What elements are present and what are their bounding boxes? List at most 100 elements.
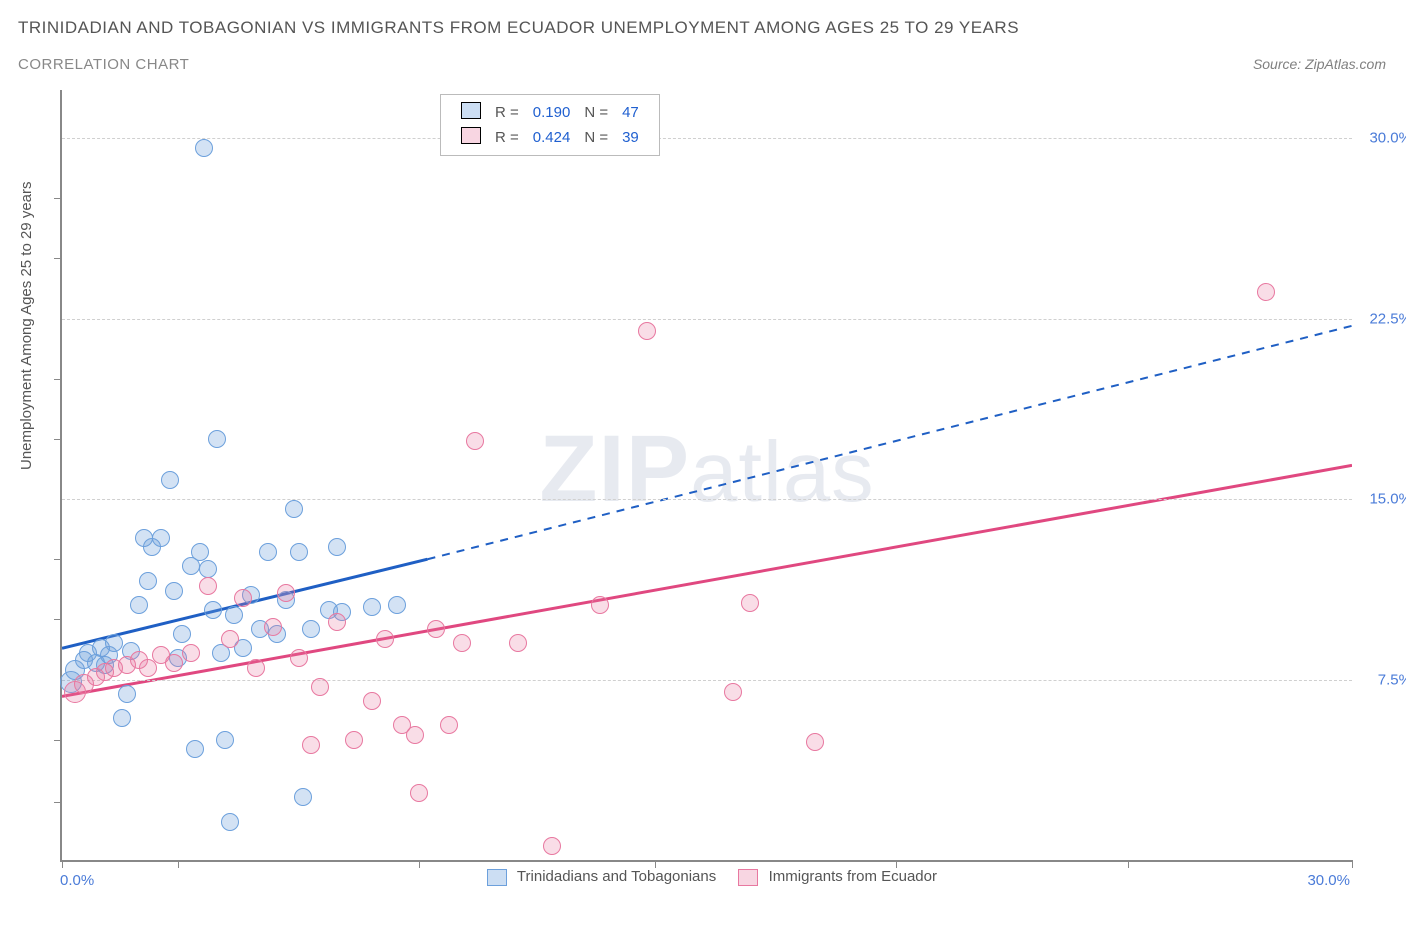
y-tick-label: 30.0%: [1369, 130, 1406, 147]
scatter-point-pink: [806, 733, 824, 751]
stats-legend-box: R = 0.190 N = 47 R = 0.424 N = 39: [440, 94, 660, 156]
y-tick: [54, 258, 62, 259]
stats-row-blue: R = 0.190 N = 47: [455, 101, 645, 124]
r-value-blue: 0.190: [527, 101, 577, 124]
scatter-plot-area: ZIPatlas 7.5%15.0%22.5%30.0%: [60, 90, 1352, 862]
watermark: ZIPatlas: [539, 415, 874, 524]
trend-lines-layer: [62, 90, 1352, 860]
scatter-point-blue: [328, 538, 346, 556]
scatter-point-blue: [388, 596, 406, 614]
r-value-pink: 0.424: [527, 126, 577, 149]
scatter-point-pink: [543, 837, 561, 855]
scatter-point-pink: [247, 659, 265, 677]
y-tick: [54, 439, 62, 440]
scatter-point-pink: [363, 692, 381, 710]
x-tick: [896, 860, 897, 868]
scatter-point-pink: [165, 654, 183, 672]
n-value-pink: 39: [616, 126, 645, 149]
n-value-blue: 47: [616, 101, 645, 124]
scatter-point-blue: [152, 529, 170, 547]
chart-title-line1: TRINIDADIAN AND TOBAGONIAN VS IMMIGRANTS…: [18, 18, 1019, 38]
scatter-point-pink: [406, 726, 424, 744]
x-tick: [178, 860, 179, 868]
scatter-point-blue: [186, 740, 204, 758]
scatter-point-pink: [328, 613, 346, 631]
n-label-blue: N =: [578, 101, 614, 124]
x-tick: [1128, 860, 1129, 868]
scatter-point-blue: [173, 625, 191, 643]
gridline: [62, 680, 1352, 681]
scatter-point-blue: [130, 596, 148, 614]
chart-title-line2: CORRELATION CHART: [18, 56, 189, 73]
n-label-pink: N =: [578, 126, 614, 149]
scatter-point-pink: [264, 618, 282, 636]
scatter-point-pink: [741, 594, 759, 612]
y-tick: [54, 198, 62, 199]
scatter-point-blue: [363, 598, 381, 616]
scatter-point-blue: [208, 430, 226, 448]
scatter-point-blue: [285, 500, 303, 518]
scatter-point-pink: [277, 584, 295, 602]
scatter-point-pink: [466, 432, 484, 450]
scatter-point-pink: [221, 630, 239, 648]
scatter-point-blue: [199, 560, 217, 578]
scatter-point-pink: [724, 683, 742, 701]
scatter-point-blue: [225, 606, 243, 624]
legend-swatch-pink-icon: [738, 869, 758, 886]
x-tick: [62, 860, 63, 868]
scatter-point-blue: [302, 620, 320, 638]
stats-legend-table: R = 0.190 N = 47 R = 0.424 N = 39: [453, 99, 647, 151]
scatter-point-pink: [509, 634, 527, 652]
y-tick-label: 15.0%: [1369, 491, 1406, 508]
scatter-point-pink: [376, 630, 394, 648]
scatter-point-blue: [105, 634, 123, 652]
scatter-point-pink: [290, 649, 308, 667]
y-tick-label: 7.5%: [1378, 671, 1406, 688]
stats-row-pink: R = 0.424 N = 39: [455, 126, 645, 149]
watermark-rest: atlas: [690, 425, 875, 520]
r-label-pink: R =: [489, 126, 525, 149]
y-tick: [54, 802, 62, 803]
swatch-pink-icon: [461, 127, 481, 144]
scatter-point-blue: [216, 731, 234, 749]
legend-label-pink: Immigrants from Ecuador: [769, 868, 937, 885]
x-tick: [419, 860, 420, 868]
scatter-point-pink: [1257, 283, 1275, 301]
scatter-point-blue: [113, 709, 131, 727]
scatter-point-blue: [195, 139, 213, 157]
scatter-point-pink: [638, 322, 656, 340]
x-tick: [1352, 860, 1353, 868]
scatter-point-pink: [182, 644, 200, 662]
swatch-blue-icon: [461, 102, 481, 119]
scatter-point-blue: [290, 543, 308, 561]
y-tick: [54, 740, 62, 741]
scatter-point-blue: [139, 572, 157, 590]
scatter-point-pink: [591, 596, 609, 614]
watermark-bold: ZIP: [539, 416, 690, 522]
y-tick: [54, 619, 62, 620]
y-tick: [54, 379, 62, 380]
gridline: [62, 319, 1352, 320]
legend-swatch-blue-icon: [487, 869, 507, 886]
scatter-point-blue: [259, 543, 277, 561]
y-tick-label: 22.5%: [1369, 310, 1406, 327]
gridline: [62, 499, 1352, 500]
legend-label-blue: Trinidadians and Tobagonians: [517, 868, 716, 885]
scatter-point-pink: [199, 577, 217, 595]
scatter-point-blue: [294, 788, 312, 806]
y-axis-label: Unemployment Among Ages 25 to 29 years: [18, 181, 35, 470]
scatter-point-blue: [161, 471, 179, 489]
scatter-point-pink: [345, 731, 363, 749]
scatter-point-blue: [165, 582, 183, 600]
scatter-point-blue: [191, 543, 209, 561]
scatter-point-blue: [204, 601, 222, 619]
scatter-point-pink: [410, 784, 428, 802]
scatter-point-pink: [440, 716, 458, 734]
r-label-blue: R =: [489, 101, 525, 124]
scatter-point-pink: [453, 634, 471, 652]
scatter-point-pink: [302, 736, 320, 754]
scatter-point-pink: [311, 678, 329, 696]
gridline: [62, 138, 1352, 139]
scatter-point-blue: [221, 813, 239, 831]
scatter-point-pink: [427, 620, 445, 638]
